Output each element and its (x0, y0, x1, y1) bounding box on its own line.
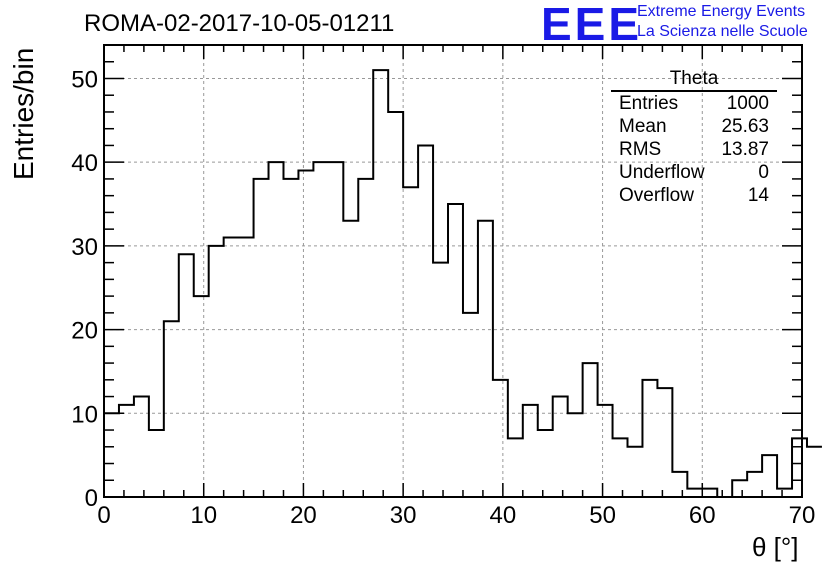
stats-value: 0 (758, 162, 769, 183)
chart-title: ROMA-02-2017-10-05-01211 (84, 10, 395, 37)
eee-logo: EEE Extreme Energy Events La Scienza nel… (541, 0, 836, 50)
plot-frame (103, 44, 803, 498)
y-tick-label: 40 (71, 150, 98, 177)
stats-row-underflow: Underflow 0 (611, 161, 777, 184)
stats-box-title: Theta (611, 68, 777, 92)
stats-row-rms: RMS 13.87 (611, 138, 777, 161)
y-tick-label: 10 (71, 401, 98, 428)
stats-row-mean: Mean 25.63 (611, 115, 777, 138)
x-tick-label: 40 (490, 502, 517, 529)
stats-row-entries: Entries 1000 (611, 92, 777, 115)
y-axis-label: Entries/bin (8, 47, 39, 180)
y-tick-label: 30 (71, 234, 98, 261)
stats-box: Theta Entries 1000 Mean 25.63 RMS 13.87 … (611, 68, 777, 207)
y-tick-label: 20 (71, 318, 98, 345)
stats-value: 14 (747, 185, 769, 206)
stats-row-overflow: Overflow 14 (611, 184, 777, 207)
x-tick-label: 20 (290, 502, 317, 529)
stats-label: Mean (619, 116, 667, 137)
axis-ticks (103, 44, 803, 498)
stats-label: RMS (619, 139, 662, 160)
stats-value: 1000 (726, 93, 769, 114)
x-tick-label: 30 (390, 502, 417, 529)
x-tick-label: 50 (589, 502, 616, 529)
eee-logo-line2: La Scienza nelle Scuole (637, 23, 808, 40)
x-tick-label: 10 (190, 502, 217, 529)
y-tick-label: 50 (71, 66, 98, 93)
y-tick-label: 0 (85, 485, 98, 512)
stats-value: 25.63 (721, 116, 769, 137)
stats-label: Overflow (619, 185, 694, 206)
stats-value: 13.87 (721, 139, 769, 160)
x-tick-label: 70 (789, 502, 816, 529)
axis-tick-labels: 0 10 20 30 40 50 60 70 0 10 20 30 40 50 (71, 66, 815, 529)
stats-label: Underflow (619, 162, 705, 183)
eee-logo-mark: EEE (541, 0, 643, 50)
histogram-series-theta (104, 69, 822, 498)
x-axis-label: θ [°] (752, 532, 799, 562)
stats-label: Entries (619, 93, 679, 114)
eee-logo-line1: Extreme Energy Events (637, 3, 806, 20)
x-tick-label: 0 (97, 502, 110, 529)
x-tick-label: 60 (689, 502, 716, 529)
